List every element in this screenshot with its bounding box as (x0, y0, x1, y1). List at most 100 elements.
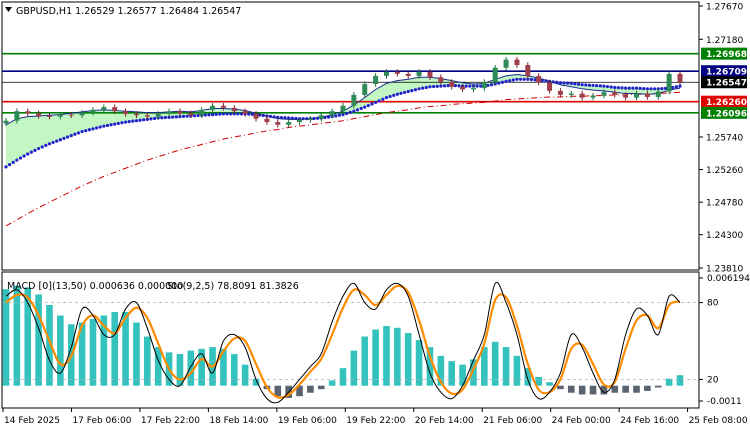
candle-body (536, 75, 542, 83)
ma-slow-dashed-line (5, 91, 681, 227)
macd-bar (2, 289, 10, 386)
ma-dot (522, 77, 526, 81)
ma-dot (442, 84, 447, 88)
candle-body (220, 105, 226, 108)
ma-dot (210, 113, 215, 117)
indicator-tick-label: 80 (707, 299, 719, 309)
candle-body (623, 94, 629, 98)
ma-dot (631, 86, 635, 90)
macd-bar (187, 350, 195, 386)
ma-dot (645, 87, 649, 91)
candle-body (503, 59, 509, 68)
ma-dot (337, 113, 341, 117)
time-tick-label: 19 Feb 06:00 (278, 416, 337, 426)
ma-dot (653, 87, 657, 91)
time-tick-label: 17 Feb 22:00 (141, 416, 200, 426)
candle-body (286, 122, 292, 125)
ma-dot (26, 152, 30, 156)
ma-dot (80, 129, 84, 134)
indicator-panel[interactable] (2, 281, 699, 404)
ma-dot (73, 132, 77, 136)
ma-dot (15, 158, 19, 162)
macd-bar (13, 285, 21, 386)
macd-bar (274, 385, 282, 397)
ma-dot (229, 112, 233, 116)
ma-dot (84, 129, 88, 133)
ma-dot (663, 86, 668, 90)
candle-body (460, 86, 466, 90)
time-tick-label: 19 Feb 22:00 (346, 416, 405, 426)
collapse-triangle-icon[interactable] (5, 7, 12, 12)
ma-dot (116, 121, 120, 126)
candle-body (307, 118, 313, 121)
ma-dot (181, 114, 186, 119)
ma-dot (47, 142, 52, 146)
candle-body (90, 109, 96, 113)
price-panel[interactable] (2, 52, 699, 227)
time-tick-label: 18 Feb 14:00 (209, 416, 268, 426)
ma-dot (163, 115, 168, 120)
candle-body (590, 95, 596, 98)
macd-bar (144, 336, 151, 386)
candle-body (3, 120, 9, 124)
macd-bar (133, 322, 140, 386)
ma-dot (634, 86, 639, 90)
macd-bar (220, 348, 227, 386)
price-tag-resistance (701, 47, 747, 60)
macd-bar (448, 361, 456, 386)
candle-body (677, 73, 683, 83)
ma-dot (464, 84, 468, 88)
ma-dot (51, 140, 55, 145)
ma-dot (587, 83, 592, 87)
ma-dot (287, 116, 291, 120)
candle-body (166, 111, 172, 114)
macd-bar (611, 385, 619, 393)
stoch-signal-line (5, 284, 681, 399)
ma-dot (526, 77, 530, 81)
ma-dot (435, 84, 439, 88)
ma-dot (120, 121, 124, 125)
candle-body (318, 115, 324, 119)
ma-dot (384, 96, 389, 100)
time-tick-label: 21 Feb 06:00 (483, 416, 542, 426)
ma-dot (58, 138, 62, 142)
price-tag-support (701, 106, 747, 119)
ma-dot (642, 86, 646, 91)
candle-body (405, 73, 411, 76)
ma-dot (424, 85, 428, 90)
ma-dot (62, 136, 66, 140)
candle-body (481, 82, 487, 89)
ma-dot (131, 119, 135, 123)
macd-bar (57, 315, 64, 386)
indicator-tick-label: -0.0011 (707, 397, 742, 407)
ma-dot (573, 82, 577, 86)
macd-bar (644, 385, 651, 391)
ma-dot (142, 118, 146, 122)
ma-dot (569, 81, 573, 85)
time-tick-label: 17 Feb 06:00 (72, 416, 131, 426)
price-tag-label: 1.26968 (706, 50, 747, 60)
ma-dot (105, 123, 110, 128)
ma-dot (489, 83, 494, 87)
ma-dot (149, 117, 153, 121)
price-tick-label: 1.24300 (706, 231, 743, 241)
macd-bar (350, 350, 358, 386)
ma-dot (352, 109, 356, 113)
macd-bar (176, 354, 184, 386)
macd-bar (524, 368, 532, 386)
price-tick-label: 1.27670 (706, 3, 743, 13)
candle-body (14, 111, 20, 121)
ma-dot (214, 112, 218, 116)
macd-bar (24, 287, 32, 386)
ma-dot (44, 143, 48, 147)
ma-dot (529, 77, 534, 82)
ma-dot (8, 163, 12, 167)
ma-dot (87, 128, 91, 132)
time-tick-label: 20 Feb 14:00 (415, 416, 474, 426)
ma-dot (374, 100, 378, 104)
price-panel-frame (1, 1, 700, 271)
ma-dot (341, 113, 345, 117)
ma-dot (649, 87, 653, 91)
ma-dot (348, 110, 352, 114)
macd-bar (100, 315, 108, 386)
